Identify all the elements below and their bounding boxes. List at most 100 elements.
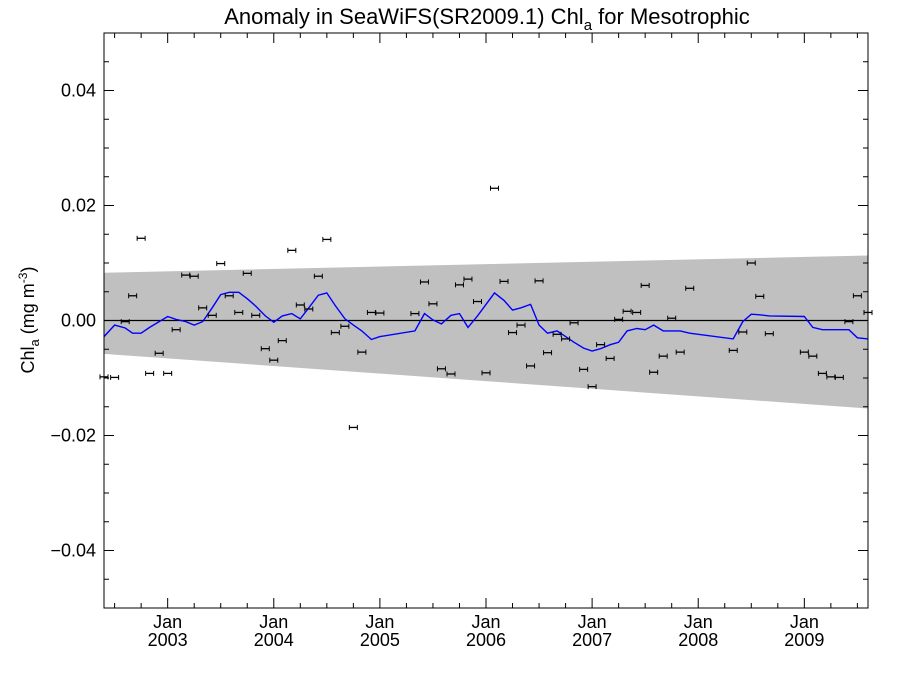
x-tick-label-year: 2007	[572, 630, 612, 650]
data-point	[516, 322, 526, 328]
data-point	[587, 384, 597, 390]
y-axis: 0.04 0.02 0.00 −0.02 −0.04	[50, 32, 868, 609]
data-point	[852, 293, 862, 299]
data-point	[844, 319, 854, 325]
x-tick-label-month: Jan	[153, 612, 182, 632]
data-point	[808, 353, 818, 359]
x-tick-label-month: Jan	[365, 612, 394, 632]
data-point	[322, 236, 332, 242]
data-point	[428, 301, 438, 307]
ylabel-subscript: a	[27, 338, 42, 346]
data-point	[738, 329, 748, 335]
data-point	[622, 308, 632, 314]
data-point	[154, 350, 164, 356]
data-point	[120, 319, 130, 325]
data-point	[834, 374, 844, 380]
data-point	[569, 320, 579, 326]
data-point	[436, 366, 446, 372]
title-main: Anomaly in SeaWiFS(SR2009.1) Chl	[224, 4, 583, 29]
confidence-band	[104, 255, 868, 409]
x-tick-label-month: Jan	[471, 612, 500, 632]
data-point	[561, 336, 571, 342]
data-point	[552, 331, 562, 337]
data-point	[543, 350, 553, 356]
data-point	[277, 338, 287, 344]
data-point	[304, 306, 314, 312]
data-point	[473, 299, 483, 305]
data-point	[755, 293, 765, 299]
y-tick-label: −0.02	[50, 426, 96, 446]
trend-line-layer	[103, 291, 869, 352]
title-subscript: a	[584, 17, 593, 34]
ylabel-units-close: )	[18, 267, 38, 273]
data-point	[340, 323, 350, 329]
data-point	[110, 374, 120, 380]
ylabel-main: Chl	[18, 346, 38, 373]
x-tick-label-year: 2008	[678, 630, 718, 650]
data-point	[534, 278, 544, 284]
data-point	[675, 349, 685, 355]
chart-title: Anomaly in SeaWiFS(SR2009.1) Chla for Me…	[224, 4, 750, 34]
y-tick-label: 0.00	[61, 311, 96, 331]
data-point	[216, 261, 226, 267]
data-point	[746, 260, 756, 266]
data-point	[410, 311, 420, 317]
ylabel-units-superscript: -3	[16, 272, 30, 283]
y-tick-label: −0.04	[50, 541, 96, 561]
data-point	[128, 293, 138, 299]
data-point	[207, 312, 217, 318]
data-point	[198, 305, 208, 311]
data-point	[649, 369, 659, 375]
data-point	[145, 370, 155, 376]
data-point	[614, 316, 624, 322]
data-point	[189, 273, 199, 279]
data-point	[251, 312, 261, 318]
data-point	[764, 331, 774, 337]
data-point	[667, 315, 677, 321]
x-tick-label-month: Jan	[259, 612, 288, 632]
data-point	[171, 327, 181, 333]
data-point	[489, 185, 499, 191]
x-axis: Jan2003Jan2004Jan2005Jan2006Jan2007Jan20…	[114, 33, 858, 650]
data-point	[605, 355, 615, 361]
data-point	[658, 353, 668, 359]
data-point	[596, 342, 606, 348]
x-tick-label-year: 2004	[254, 630, 294, 650]
y-tick-label: 0.04	[61, 81, 96, 101]
x-tick-label-month: Jan	[684, 612, 713, 632]
data-point	[287, 247, 297, 253]
data-point	[481, 370, 491, 376]
x-tick-label-month: Jan	[790, 612, 819, 632]
x-tick-label-year: 2005	[360, 630, 400, 650]
data-point	[330, 330, 340, 336]
data-point	[499, 278, 509, 284]
data-point	[728, 347, 738, 353]
data-point	[632, 309, 642, 315]
x-tick-label-month: Jan	[578, 612, 607, 632]
data-point	[242, 270, 252, 276]
data-point	[526, 363, 536, 369]
data-point	[357, 349, 367, 355]
y-tick-label: 0.02	[61, 196, 96, 216]
data-point	[163, 370, 173, 376]
data-points-layer	[99, 185, 873, 430]
x-tick-label-year: 2006	[466, 630, 506, 650]
data-point	[348, 424, 358, 430]
data-point	[136, 235, 146, 241]
data-point	[454, 282, 464, 288]
confidence-band-layer	[104, 255, 868, 409]
data-point	[579, 366, 589, 372]
trend-line	[103, 291, 869, 352]
data-point	[313, 273, 323, 279]
data-point	[508, 330, 518, 336]
data-point	[419, 279, 429, 285]
x-tick-label-year: 2009	[784, 630, 824, 650]
data-point	[446, 371, 456, 377]
data-point	[260, 346, 270, 352]
data-point	[269, 357, 279, 363]
data-point	[375, 310, 385, 316]
y-axis-label: Chla (mg m-3)	[16, 267, 42, 374]
title-suffix: for Mesotrophic	[592, 4, 750, 29]
data-point	[463, 276, 473, 282]
